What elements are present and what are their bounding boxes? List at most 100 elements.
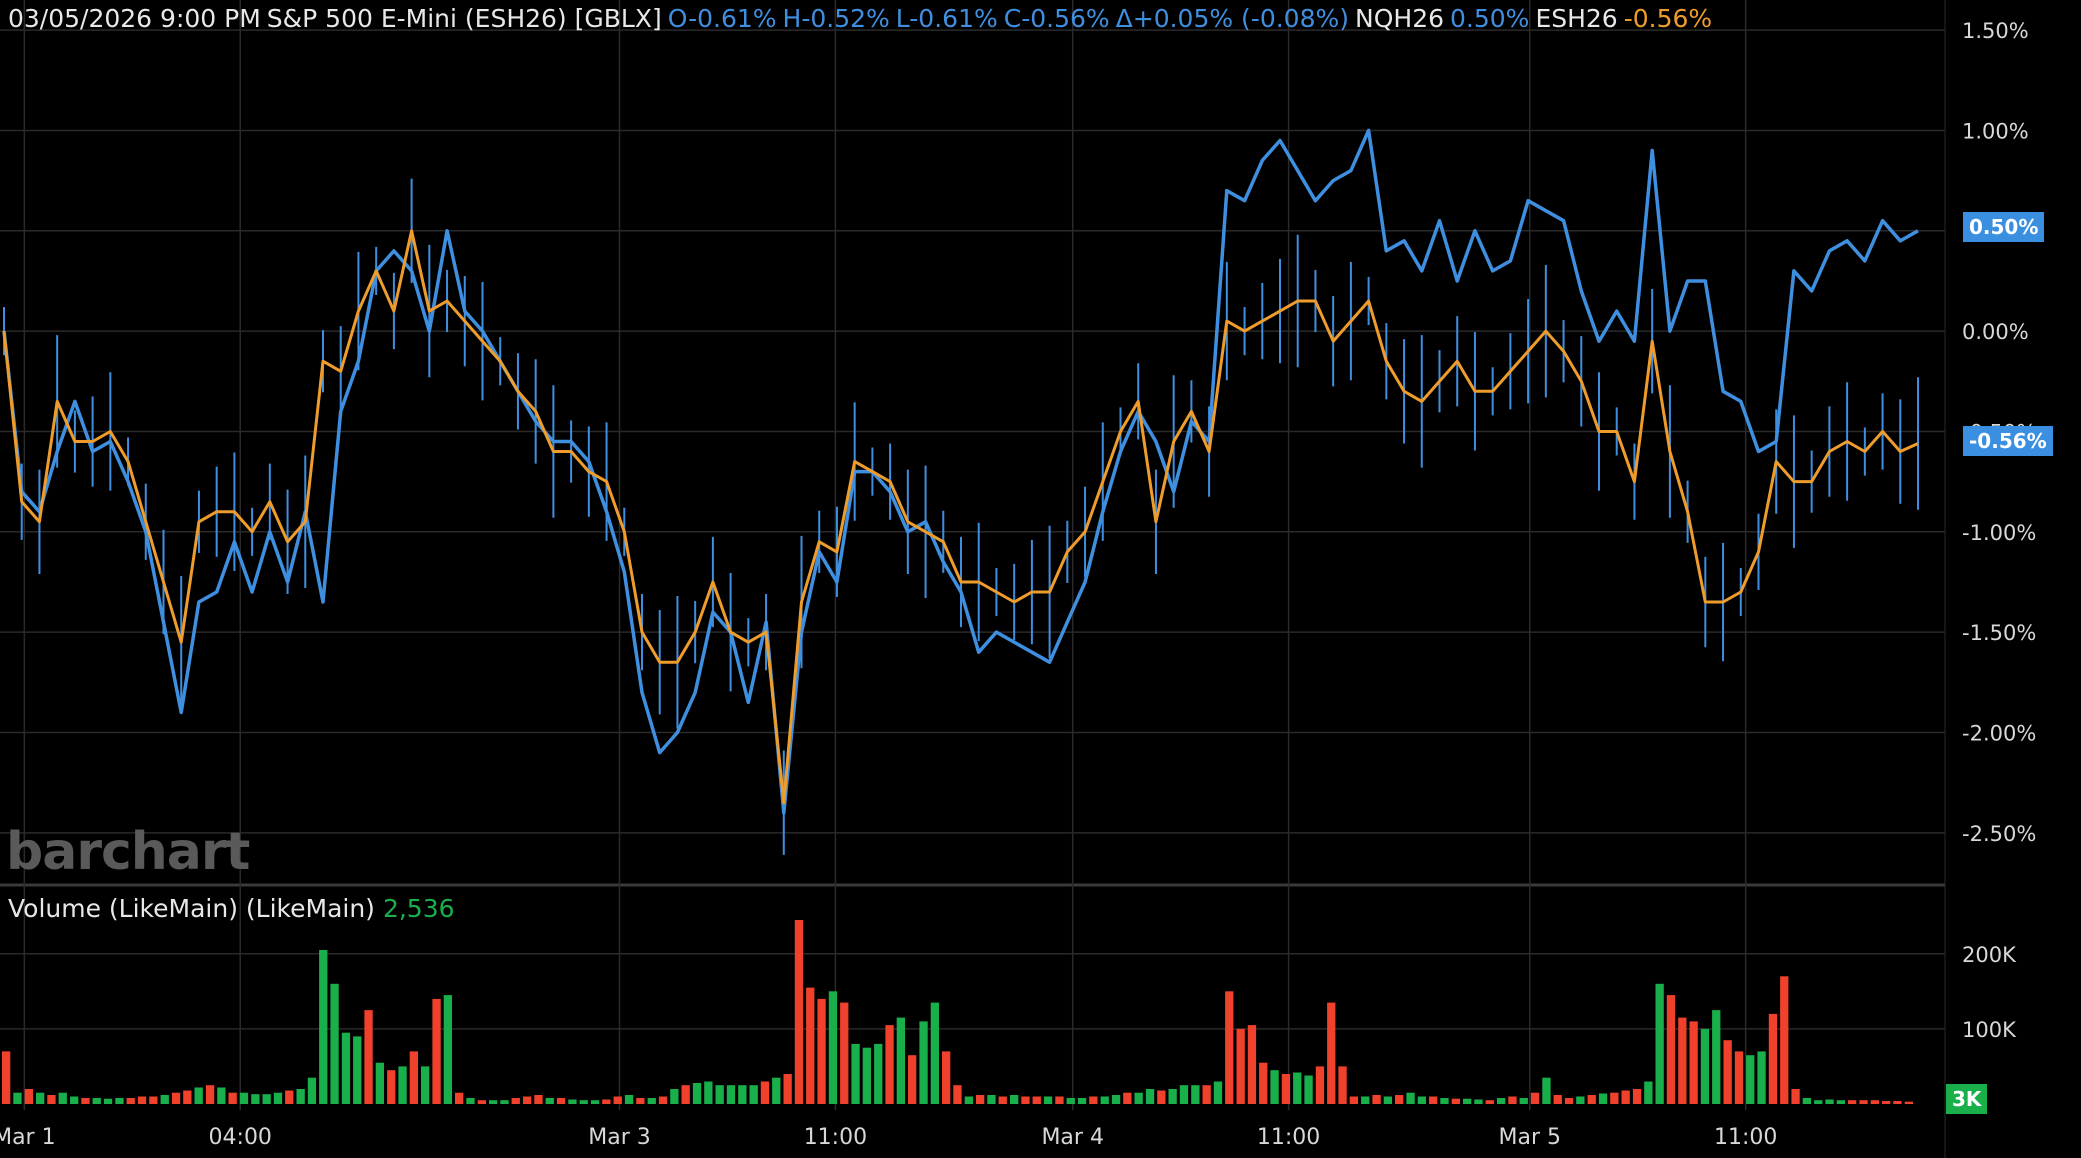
chart-header: 03/05/2026 9:00 PM S&P 500 E-Mini (ESH26)… [8,4,1718,33]
x-tick-label: 11:00 [1257,1125,1320,1150]
volume-bar [976,1095,985,1104]
volume-bar [862,1047,871,1104]
volume-bar [1463,1098,1472,1104]
volume-bar [1666,995,1676,1104]
volume-bar [602,1099,611,1104]
volume-bar [1700,1028,1710,1104]
volume-bar [885,1025,894,1104]
volume-bar [1213,1081,1223,1104]
volume-bar [1202,1085,1211,1104]
volume-bar [1270,1070,1279,1104]
volume-bar [1474,1099,1483,1104]
volume-bar [1134,1092,1143,1104]
header-compare-symbol[interactable]: NQH26 [1355,4,1445,33]
series-line-esh26[interactable] [2,229,1919,805]
volume-bar [772,1077,781,1104]
volume-bar [523,1096,532,1104]
volume-bar [421,1066,430,1104]
volume-bar [1882,1101,1891,1104]
volume-bar [1247,1025,1257,1104]
volume-bar [1395,1095,1404,1104]
volume-bar [817,998,826,1104]
header-main-symbol[interactable]: ESH26 [1535,4,1618,33]
volume-bar [81,1098,90,1104]
volume-bar [455,1092,464,1104]
volume-bar [1553,1095,1562,1104]
volume-bar [1768,1013,1778,1104]
volume-bar [874,1043,883,1104]
volume-bar [930,1002,939,1104]
volume-bar [624,1095,634,1104]
volume-bar [1893,1101,1902,1104]
volume-bar [364,1010,373,1104]
x-tick-label: 11:00 [804,1125,867,1150]
volume-bar [330,983,339,1104]
volume-bar [1440,1098,1449,1104]
header-change: Δ+0.05% (-0.08%) [1115,4,1350,33]
header-instrument[interactable]: S&P 500 E-Mini (ESH26) [GBLX] [266,4,662,33]
volume-bar [1123,1092,1132,1104]
volume-bar [851,1043,860,1104]
volume-bar [681,1085,690,1104]
volume-bar [692,1083,702,1104]
header-open: O-0.61% [667,4,777,33]
volume-bar [500,1100,509,1104]
y-tick-label: 1.00% [1962,119,2029,143]
y-tick-label: 0.00% [1962,320,2029,344]
volume-bar [1655,983,1664,1104]
volume-bar [1077,1098,1087,1104]
volume-bar [964,1096,973,1104]
x-tick-label: Mar 5 [1499,1125,1562,1150]
volume-bar [228,1092,237,1104]
volume-bar [1825,1099,1834,1104]
volume-tick-label: 200K [1962,943,2017,967]
volume-bar [1417,1096,1426,1104]
volume-bar [1530,1092,1540,1104]
y-tick-label: -1.00% [1962,521,2036,545]
volume-bar [103,1098,113,1104]
x-tick-label: 11:00 [1714,1125,1777,1150]
volume-bar [137,1096,147,1104]
volume-bar [409,1051,418,1104]
volume-bar [1814,1100,1823,1104]
volume-bar [1632,1089,1642,1104]
volume-bar [1712,1010,1721,1104]
volume-bar [160,1095,169,1104]
volume-bar [647,1098,656,1104]
volume-bar [115,1098,124,1104]
volume-bar [183,1090,192,1104]
volume-bar [828,991,838,1104]
volume-last-value-badge: 3K [1946,1084,1988,1114]
volume-bar [307,1077,317,1104]
volume-bar [47,1095,56,1104]
volume-bar [296,1089,305,1104]
volume-bar [1349,1096,1358,1104]
volume-bar [1610,1092,1619,1104]
volume-bar [387,1070,396,1104]
volume-bar [794,920,804,1104]
volume-bar [92,1098,101,1104]
volume-bar [1259,1062,1268,1104]
volume-bar [149,1096,158,1104]
volume-bar [126,1098,135,1104]
volume-bar [1791,1089,1800,1104]
volume-bar [1746,1055,1755,1104]
header-main-value: -0.56% [1623,4,1713,33]
volume-bar [1145,1089,1155,1104]
volume-bar [749,1085,758,1104]
volume-bar [1644,1081,1653,1104]
volume-bar [194,1087,203,1104]
volume-bar [1055,1096,1064,1104]
volume-bar [1383,1096,1392,1104]
volume-bar [273,1092,283,1104]
barchart-logo: barchart [6,822,250,882]
es-last-value-badge: -0.56% [1963,426,2053,456]
volume-bar [1678,1017,1687,1104]
volume-bar [1859,1100,1868,1104]
volume-bar [375,1062,384,1104]
volume-bar [568,1099,577,1104]
volume-title-value: 2,536 [382,894,455,923]
volume-bar [1179,1085,1189,1104]
volume-bar [489,1100,498,1104]
volume-bar [1236,1028,1245,1104]
